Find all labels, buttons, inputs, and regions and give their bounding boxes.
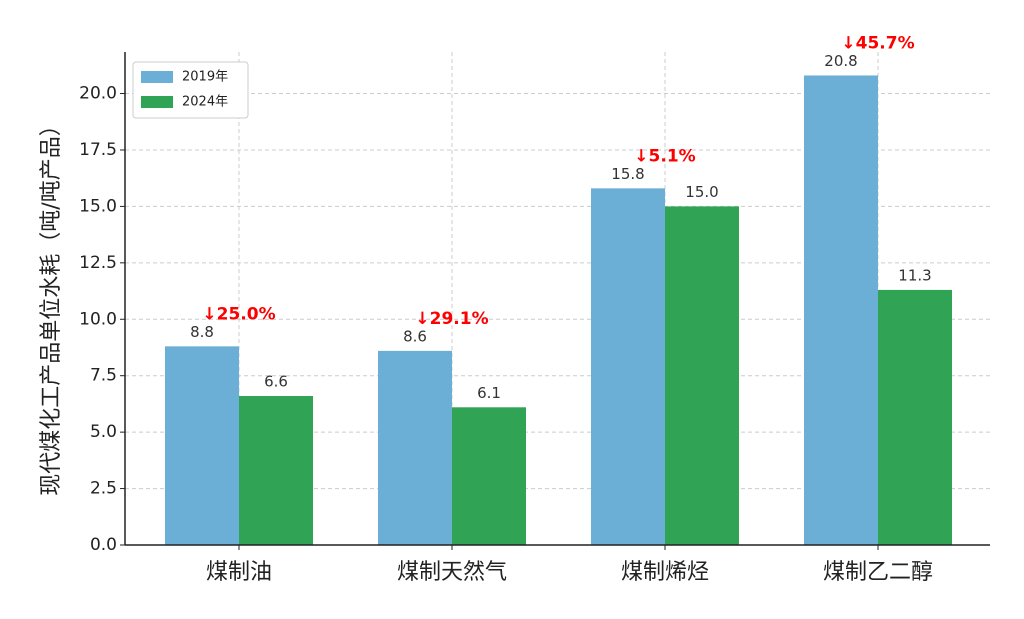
value-label: 6.1	[477, 384, 501, 402]
x-tick-label: 煤制天然气	[397, 560, 507, 585]
y-tick-label: 0.0	[90, 535, 117, 555]
annotation: ↓25.0%	[202, 304, 275, 324]
bar	[378, 350, 452, 545]
x-tick-label: 煤制油	[206, 560, 272, 585]
value-label: 15.0	[685, 183, 718, 201]
bar	[665, 206, 739, 545]
annotation: ↓45.7%	[841, 33, 914, 53]
annotation: ↓29.1%	[415, 309, 488, 329]
legend-swatch	[141, 96, 173, 108]
y-tick-label: 20.0	[79, 84, 117, 104]
bar	[878, 289, 952, 545]
value-label: 8.8	[190, 323, 214, 341]
value-label: 20.8	[824, 52, 857, 70]
y-tick-label: 10.0	[79, 309, 117, 329]
value-label: 15.8	[611, 165, 644, 183]
y-tick-label: 17.5	[79, 140, 117, 160]
bar	[165, 346, 239, 545]
y-tick-label: 12.5	[79, 253, 117, 273]
y-tick-label: 15.0	[79, 196, 117, 216]
x-tick-label: 煤制乙二醇	[823, 560, 933, 585]
bar	[804, 75, 878, 545]
value-label: 6.6	[264, 373, 288, 391]
bar	[591, 188, 665, 546]
y-axis-label: 现代煤化工产品单位水耗（吨/吨产品）	[39, 114, 64, 495]
x-tick-label: 煤制烯烃	[621, 560, 709, 585]
y-tick-label: 7.5	[90, 366, 117, 386]
bar	[239, 396, 313, 545]
bar	[452, 407, 526, 545]
legend-label: 2024年	[182, 95, 228, 110]
y-tick-label: 2.5	[90, 479, 117, 499]
legend-label: 2019年	[182, 70, 228, 85]
annotation: ↓5.1%	[634, 146, 695, 166]
legend-swatch	[141, 71, 173, 83]
y-tick-label: 5.0	[90, 422, 117, 442]
value-label: 11.3	[898, 266, 931, 284]
value-label: 8.6	[403, 327, 427, 345]
